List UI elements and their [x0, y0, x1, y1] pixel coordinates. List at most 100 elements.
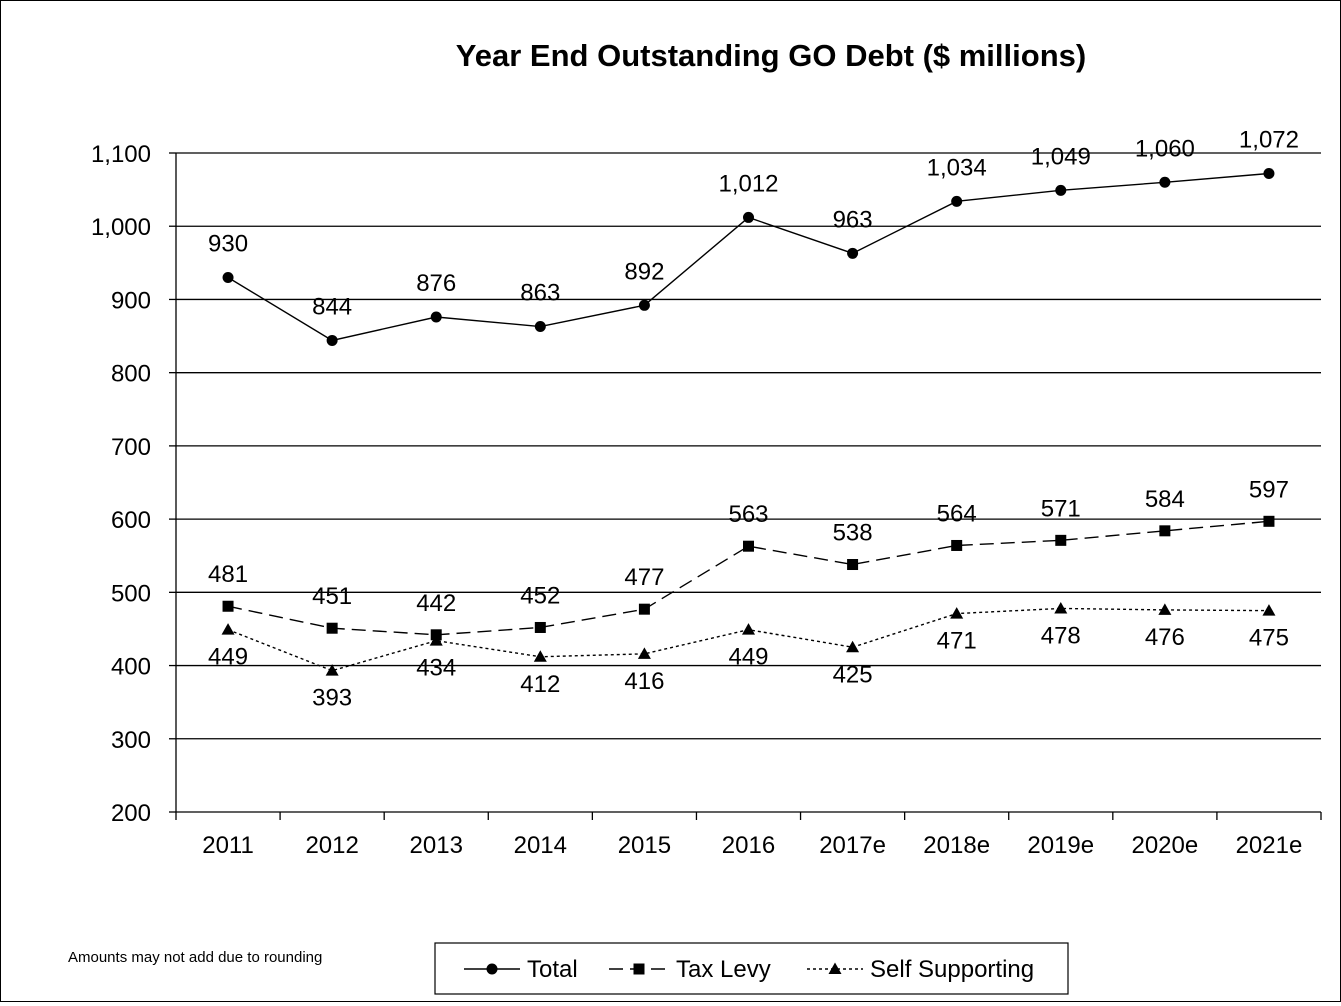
data-label: 538: [833, 520, 873, 547]
point-circle: [951, 195, 963, 207]
point-square: [326, 622, 338, 634]
point-triangle: [637, 647, 651, 659]
point-triangle: [950, 607, 964, 619]
point-square: [1055, 534, 1067, 546]
point-circle: [326, 334, 338, 346]
gridlines: [176, 152, 1321, 740]
data-label: 571: [1041, 495, 1081, 522]
point-triangle: [533, 650, 547, 662]
x-tick-label: 2016: [722, 832, 775, 859]
data-label: 393: [312, 685, 352, 712]
data-label: 876: [416, 270, 456, 297]
point-circle: [1263, 168, 1275, 180]
x-tick-label: 2011: [202, 832, 254, 859]
y-tick-labels: 200 300 400 500 600 700 800 900 1,000 1,100: [91, 141, 151, 827]
data-label: 844: [312, 293, 352, 320]
x-tick-label: 2018e: [923, 832, 990, 859]
legend-marker-triangle: [828, 962, 842, 974]
point-square: [743, 540, 754, 552]
data-label: 1,060: [1135, 135, 1195, 162]
series-line-2: [227, 520, 1270, 636]
point-circle: [222, 271, 234, 283]
data-label: 475: [1249, 625, 1289, 652]
data-labels: 930 844 876 863 892 1,012 963 1,034 1,049 1,060 1,…: [208, 127, 1299, 712]
data-label: 930: [208, 230, 248, 257]
data-label: 449: [728, 644, 768, 671]
y-tick-label: 200: [111, 800, 151, 827]
data-label: 1,034: [927, 154, 987, 181]
data-label: 477: [624, 564, 664, 591]
legend-marker-circle: [486, 963, 498, 975]
point-circle: [430, 311, 442, 323]
data-label: 425: [833, 661, 873, 688]
data-label: 451: [312, 583, 352, 610]
point-square: [1263, 515, 1275, 527]
point-square: [222, 600, 234, 612]
data-label: 476: [1145, 624, 1185, 651]
data-label: 416: [624, 668, 664, 695]
footnote: Amounts may not add due to rounding: [68, 949, 322, 966]
point-triangle: [846, 640, 860, 653]
series-lines: [227, 172, 1270, 672]
y-tick-label: 1,100: [91, 141, 151, 168]
x-tick-label: 2021e: [1236, 832, 1303, 859]
series-line-1: [227, 172, 1270, 342]
x-tick-label: 2014: [514, 832, 567, 859]
x-tick-label: 2015: [618, 832, 671, 859]
y-tick-label: 300: [111, 727, 151, 754]
point-circle: [743, 211, 754, 223]
point-triangle: [221, 623, 235, 635]
point-circle: [534, 321, 546, 333]
chart-title: Year End Outstanding GO Debt ($ millions…: [456, 38, 1086, 73]
data-label: 563: [728, 501, 768, 528]
data-label: 1,049: [1031, 143, 1091, 170]
data-label: 1,072: [1239, 127, 1299, 154]
point-circle: [847, 247, 859, 259]
data-label: 863: [520, 280, 560, 307]
data-label: 452: [520, 582, 560, 609]
point-square: [847, 559, 859, 571]
y-tick-label: 400: [111, 654, 151, 681]
data-label: 471: [937, 628, 977, 655]
y-tick-label: 1,000: [91, 214, 151, 241]
legend-label: Tax Levy: [676, 956, 771, 983]
data-label: 892: [624, 258, 664, 285]
point-triangle: [429, 634, 443, 646]
point-triangle: [742, 623, 755, 635]
point-square: [534, 621, 546, 633]
point-square: [1159, 525, 1171, 537]
legend-box: [434, 942, 1069, 995]
x-tick-label: 2019e: [1027, 832, 1094, 859]
legend-label: Self Supporting: [870, 956, 1034, 983]
x-tick-labels: 2011 2012 2013 2014 2015 2016 2017e 2018e 2019e 2…: [202, 832, 1302, 859]
data-label: 412: [520, 671, 560, 698]
data-label: 584: [1145, 486, 1185, 513]
x-tick-label: 2020e: [1131, 832, 1198, 859]
data-label: 564: [937, 500, 977, 527]
data-label: 478: [1041, 622, 1081, 649]
x-tick-label: 2013: [410, 832, 463, 859]
data-label: 963: [833, 206, 873, 233]
data-label: 481: [208, 561, 248, 588]
series-markers: [221, 168, 1276, 676]
y-tick-label: 900: [111, 287, 151, 314]
point-triangle: [1262, 604, 1276, 616]
axes: [169, 152, 1322, 820]
point-triangle: [1054, 601, 1068, 614]
y-tick-label: 800: [111, 361, 151, 388]
x-tick-label: 2012: [305, 832, 358, 859]
legend: Total Tax Levy Self Supporting: [434, 942, 1069, 995]
data-label: 1,012: [718, 170, 778, 197]
y-tick-label: 600: [111, 507, 151, 534]
data-label: 597: [1249, 476, 1289, 503]
data-label: 449: [208, 644, 248, 671]
data-label: 434: [416, 655, 456, 682]
y-tick-label: 700: [111, 434, 151, 461]
point-triangle: [1158, 603, 1172, 615]
data-label: 442: [416, 590, 456, 617]
y-tick-label: 500: [111, 580, 151, 607]
point-circle: [1055, 184, 1067, 196]
point-square: [638, 603, 650, 615]
